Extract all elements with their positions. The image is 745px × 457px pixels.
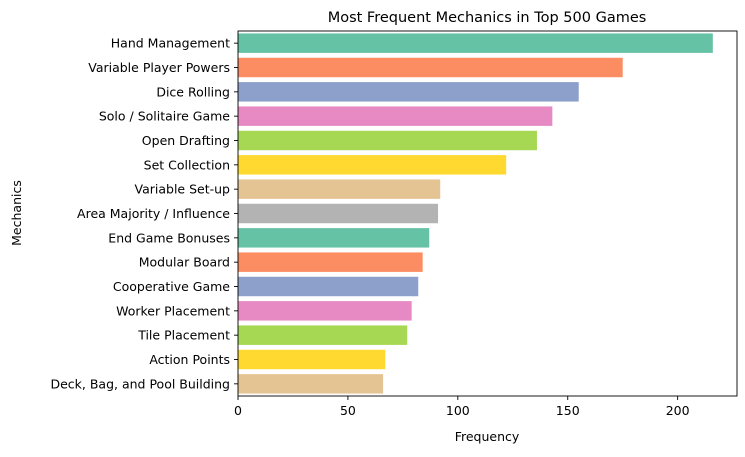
y-tick-label: Modular Board bbox=[139, 255, 230, 270]
y-tick-label: Variable Player Powers bbox=[88, 60, 230, 75]
y-tick-label: Worker Placement bbox=[116, 303, 230, 318]
bar bbox=[238, 349, 386, 370]
bar bbox=[238, 33, 713, 53]
y-tick-label: Open Drafting bbox=[142, 133, 230, 148]
x-axis-label: Frequency bbox=[455, 429, 520, 444]
bar bbox=[238, 252, 423, 272]
y-tick-label: Variable Set-up bbox=[135, 182, 231, 197]
y-tick-label: Dice Rolling bbox=[156, 84, 230, 99]
x-tick-label: 50 bbox=[340, 403, 356, 418]
bar bbox=[238, 374, 384, 394]
y-tick-label: Tile Placement bbox=[137, 328, 230, 343]
bar bbox=[238, 301, 412, 321]
bar bbox=[238, 203, 439, 224]
bar bbox=[238, 325, 408, 345]
x-tick-label: 150 bbox=[556, 403, 580, 418]
x-tick-label: 100 bbox=[446, 403, 470, 418]
bar bbox=[238, 82, 579, 102]
y-tick-label: Hand Management bbox=[111, 36, 230, 51]
x-ticks: 0 50 100 150 200 bbox=[234, 396, 690, 418]
bar bbox=[238, 155, 507, 175]
bar bbox=[238, 130, 537, 151]
y-tick-labels: Hand Management Variable Player Powers Dic… bbox=[50, 36, 238, 391]
bar bbox=[238, 57, 623, 78]
y-tick-label: Solo / Solitaire Game bbox=[99, 109, 230, 124]
y-tick-label: Action Points bbox=[149, 352, 230, 367]
bar bbox=[238, 228, 430, 248]
plot-frame bbox=[237, 30, 738, 397]
bar bbox=[238, 179, 441, 199]
y-tick-label: Deck, Bag, and Pool Building bbox=[50, 376, 230, 391]
y-tick-label: Cooperative Game bbox=[113, 279, 230, 294]
y-axis-label: Mechanics bbox=[9, 180, 24, 246]
bar bbox=[238, 106, 553, 126]
x-tick-label: 0 bbox=[234, 403, 242, 418]
chart-title: Most Frequent Mechanics in Top 500 Games bbox=[328, 10, 647, 26]
y-tick-label: Area Majority / Influence bbox=[77, 206, 230, 221]
bars-group bbox=[238, 33, 713, 394]
y-tick-label: Set Collection bbox=[144, 157, 230, 172]
bar bbox=[238, 276, 419, 297]
y-tick-label: End Game Bonuses bbox=[108, 230, 230, 245]
x-tick-label: 200 bbox=[666, 403, 690, 418]
